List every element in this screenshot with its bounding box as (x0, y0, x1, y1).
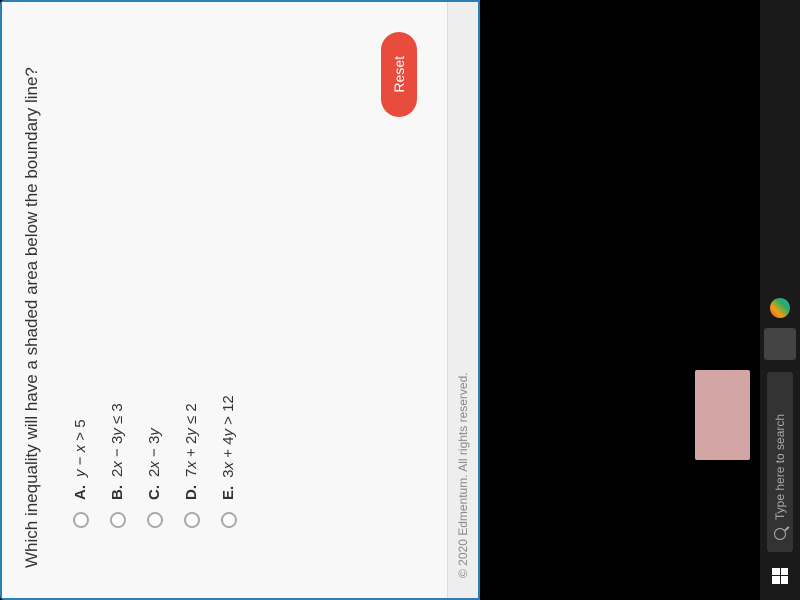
option-d[interactable]: D. 7x + 2y ≤ 2 (183, 32, 200, 528)
option-a[interactable]: A. y − x > 5 (72, 32, 89, 528)
chrome-icon[interactable] (764, 292, 796, 324)
radio-a[interactable] (73, 512, 89, 528)
taskbar: Type here to search (760, 0, 800, 600)
option-expr-d: 7x + 2y ≤ 2 (183, 403, 200, 477)
copyright-footer: © 2020 Edmentum. All rights reserved. (447, 2, 478, 598)
desktop: Which inequality will have a shaded area… (0, 0, 800, 600)
start-button[interactable] (764, 560, 796, 592)
option-expr-c: 2x − 3y (146, 428, 163, 477)
option-label-d: D. (183, 485, 200, 500)
option-label-e: E. (220, 486, 237, 500)
radio-d[interactable] (184, 512, 200, 528)
search-placeholder: Type here to search (773, 414, 787, 520)
option-expr-b: 2x − 3y ≤ 3 (109, 403, 126, 477)
option-c[interactable]: C. 2x − 3y (146, 32, 163, 528)
taskbar-search[interactable]: Type here to search (767, 372, 793, 552)
browser-window: Which inequality will have a shaded area… (0, 0, 480, 600)
options-list: A. y − x > 5 B. 2x − 3y ≤ 3 C. 2x − 3y (72, 32, 237, 528)
windows-icon (772, 568, 788, 584)
option-b[interactable]: B. 2x − 3y ≤ 3 (109, 32, 126, 528)
cortana-icon[interactable] (764, 328, 796, 360)
option-label-c: C. (146, 485, 163, 500)
radio-b[interactable] (110, 512, 126, 528)
window-thumbnail (695, 370, 750, 460)
option-e[interactable]: E. 3x + 4y > 12 (220, 32, 237, 528)
option-label-a: A. (72, 485, 89, 500)
reset-button[interactable]: Reset (381, 32, 417, 117)
radio-c[interactable] (147, 512, 163, 528)
option-expr-a: y − x > 5 (72, 419, 89, 477)
option-label-b: B. (109, 485, 126, 500)
question-text: Which inequality will have a shaded area… (22, 32, 42, 568)
radio-e[interactable] (221, 512, 237, 528)
taskbar-apps (764, 292, 796, 360)
search-icon (774, 528, 786, 540)
quiz-content: Which inequality will have a shaded area… (2, 2, 447, 598)
option-expr-e: 3x + 4y > 12 (220, 395, 237, 478)
